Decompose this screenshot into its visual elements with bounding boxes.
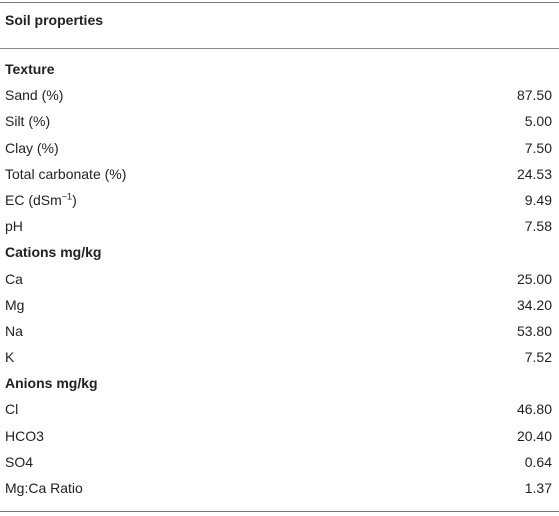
- bottom-rule: [0, 511, 559, 512]
- row-value: 53.80: [516, 322, 552, 339]
- row-label-superscript: −1: [61, 191, 73, 202]
- row-label: Total carbonate (%): [5, 165, 127, 182]
- row-label: Cations mg/kg: [5, 244, 102, 261]
- row-value: 34.20: [516, 296, 552, 313]
- table-row: Na 53.80: [0, 318, 559, 344]
- table-row: HCO3 20.40: [0, 423, 559, 449]
- table-row: Clay (%) 7.50: [0, 135, 559, 161]
- row-label: Cl: [5, 401, 19, 418]
- row-label: Texture: [5, 61, 55, 77]
- row-value: 9.49: [524, 191, 552, 208]
- table-body: Texture Sand (%) 87.50 Silt (%) 5.00 Cla…: [0, 56, 559, 501]
- table-row: SO4 0.64: [0, 449, 559, 475]
- table-row: Cl 46.80: [0, 396, 559, 422]
- row-label-tail: ): [72, 191, 77, 208]
- section-row-cations: Cations mg/kg: [0, 239, 559, 265]
- row-value: 7.52: [524, 349, 552, 366]
- top-rule: [0, 2, 559, 3]
- row-value: 0.64: [524, 453, 552, 470]
- section-row-texture: Texture: [0, 56, 559, 82]
- row-value: 1.37: [524, 480, 552, 496]
- table-row: Total carbonate (%) 24.53: [0, 161, 559, 187]
- row-label: HCO3: [5, 427, 44, 444]
- row-label: K: [5, 349, 15, 366]
- table-row: Sand (%) 87.50: [0, 82, 559, 108]
- table-header: Soil properties: [5, 12, 104, 28]
- header-rule: [0, 48, 559, 49]
- row-value: 25.00: [516, 270, 552, 287]
- row-label: SO4: [5, 453, 34, 470]
- row-label: Mg: [5, 296, 25, 313]
- row-label-text: EC (dSm: [5, 191, 62, 208]
- table-row: Mg 34.20: [0, 292, 559, 318]
- row-value: 20.40: [516, 427, 552, 444]
- table-row: K 7.52: [0, 344, 559, 370]
- table-row: Silt (%) 5.00: [0, 108, 559, 134]
- row-value: 7.58: [524, 218, 552, 235]
- row-label: Na: [5, 322, 23, 339]
- table-row: EC (dSm−1) 9.49: [0, 187, 559, 213]
- row-value: 24.53: [516, 165, 552, 182]
- row-label: Clay (%): [5, 139, 59, 156]
- table-row: Ca 25.00: [0, 266, 559, 292]
- row-value: 46.80: [516, 401, 552, 418]
- section-row-anions: Anions mg/kg: [0, 370, 559, 396]
- row-label: Ca: [5, 270, 23, 287]
- row-value: 7.50: [524, 139, 552, 156]
- row-label-ec: EC (dSm−1): [5, 187, 77, 213]
- table-row: Mg:Ca Ratio 1.37: [0, 475, 559, 501]
- row-label: Mg:Ca Ratio: [5, 480, 83, 496]
- row-label: Anions mg/kg: [5, 375, 98, 392]
- table-row: pH 7.58: [0, 213, 559, 239]
- row-value: 5.00: [524, 113, 552, 130]
- row-label: Silt (%): [5, 113, 51, 130]
- row-label: pH: [5, 218, 23, 235]
- row-label: Sand (%): [5, 87, 64, 104]
- row-value: 87.50: [516, 87, 552, 104]
